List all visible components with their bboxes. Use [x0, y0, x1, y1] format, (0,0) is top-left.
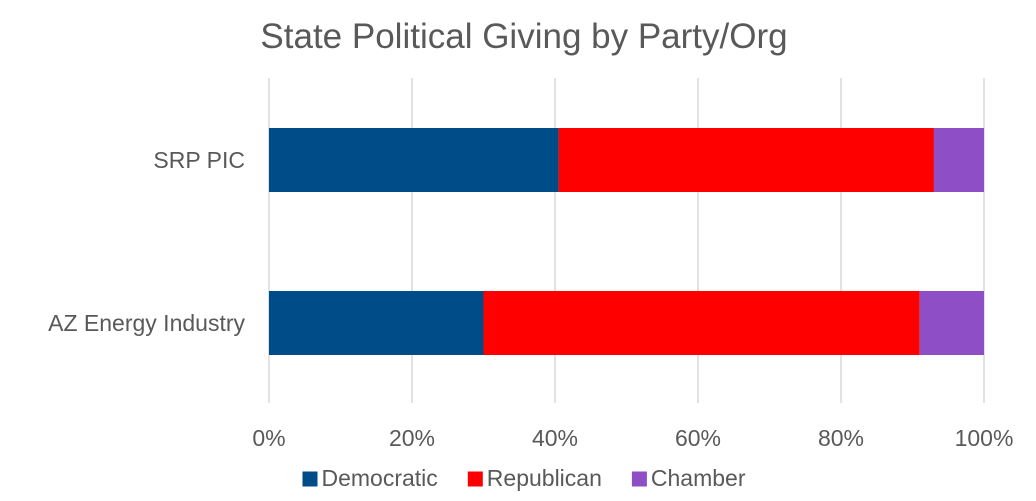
legend-swatch-republican: [467, 471, 483, 487]
category-label: AZ Energy Industry: [48, 310, 245, 336]
legend-swatch-democratic: [302, 471, 318, 487]
x-tick-label: 80%: [818, 425, 864, 451]
legend-label-republican: Republican: [487, 465, 602, 491]
bar-segment-republican-1: [558, 128, 934, 192]
x-tick-label: 100%: [955, 425, 1014, 451]
category-label: SRP PIC: [153, 147, 245, 173]
x-tick-label: 20%: [389, 425, 435, 451]
bar-segment-democratic-2: [269, 291, 484, 355]
x-tick-label: 40%: [532, 425, 578, 451]
category-labels: SRP PIC AZ Energy Industry: [48, 147, 245, 336]
x-tick-label: 0%: [252, 425, 285, 451]
bar-segment-chamber-1: [933, 128, 984, 192]
legend: Democratic Republican Chamber: [302, 465, 746, 491]
legend-label-chamber: Chamber: [651, 465, 746, 491]
x-axis-tick-labels: 0% 20% 40% 60% 80% 100%: [252, 425, 1013, 451]
chart-title: State Political Giving by Party/Org: [260, 17, 787, 56]
legend-label-democratic: Democratic: [321, 465, 437, 491]
x-tick-label: 60%: [675, 425, 721, 451]
bars: [269, 128, 984, 355]
legend-swatch-chamber: [631, 471, 647, 487]
bar-segment-republican-2: [483, 291, 920, 355]
bar-segment-chamber-2: [919, 291, 984, 355]
bar-segment-democratic-1: [269, 128, 559, 192]
